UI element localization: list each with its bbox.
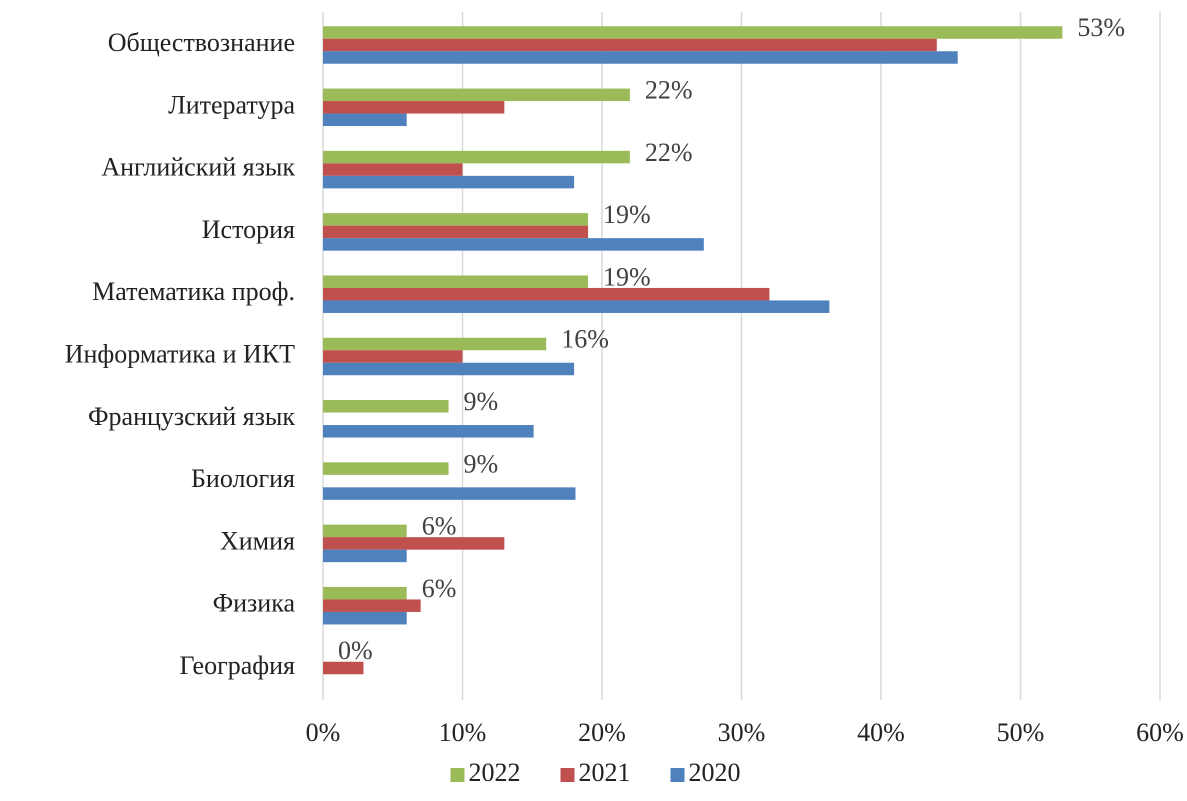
bar — [323, 287, 770, 301]
data-label: 0% — [338, 636, 373, 665]
legend-label: 2021 — [579, 758, 631, 787]
bar — [323, 425, 534, 438]
category-label: География — [179, 651, 295, 680]
x-tick-label: 0% — [306, 718, 341, 747]
bar — [323, 537, 505, 550]
category-label: История — [202, 215, 295, 244]
bar — [323, 487, 576, 500]
category-label: Математика проф. — [92, 277, 295, 306]
legend-swatch — [560, 768, 575, 782]
data-label: 22% — [645, 138, 693, 167]
legend-swatch — [450, 768, 465, 782]
bar — [323, 275, 589, 288]
bar — [323, 599, 421, 612]
bar — [323, 51, 958, 64]
bar — [323, 362, 575, 376]
bar — [323, 150, 630, 164]
x-tick-label: 20% — [578, 718, 626, 747]
bar — [323, 213, 589, 226]
category-label: Информатика и ИКТ — [65, 339, 295, 368]
x-tick-label: 30% — [718, 718, 766, 747]
data-label: 16% — [561, 325, 609, 354]
data-label: 9% — [464, 449, 499, 478]
category-label: Французский язык — [88, 402, 295, 431]
bar — [323, 462, 449, 475]
data-label: 53% — [1077, 13, 1125, 42]
category-label: Литература — [168, 90, 295, 119]
bar — [323, 101, 505, 114]
x-tick-label: 60% — [1136, 718, 1184, 747]
bar — [323, 163, 463, 176]
data-label: 6% — [422, 512, 457, 541]
category-label: Обществознание — [108, 28, 295, 57]
bar — [323, 524, 407, 538]
category-label: Физика — [213, 589, 296, 618]
bar — [323, 549, 407, 563]
bar — [323, 661, 364, 675]
bar — [323, 337, 547, 351]
legend-swatch — [670, 768, 685, 782]
bar — [323, 586, 407, 600]
data-label: 22% — [645, 76, 693, 105]
bar — [323, 611, 407, 625]
data-label: 19% — [603, 200, 651, 229]
bar — [323, 88, 630, 102]
x-tick-label: 50% — [997, 718, 1045, 747]
x-tick-label: 10% — [439, 718, 487, 747]
legend-label: 2020 — [689, 758, 741, 787]
category-label: Английский язык — [101, 153, 295, 182]
bar — [323, 238, 704, 251]
category-label: Химия — [220, 526, 295, 555]
bar — [323, 26, 1063, 39]
bar — [323, 300, 830, 313]
category-label: Биология — [191, 464, 295, 493]
bar — [323, 350, 463, 363]
bar — [323, 175, 575, 189]
data-label: 19% — [603, 262, 651, 291]
bar — [323, 113, 407, 127]
data-label: 6% — [422, 574, 457, 603]
legend-label: 2022 — [469, 758, 521, 787]
x-tick-label: 40% — [857, 718, 905, 747]
data-label: 9% — [464, 387, 499, 416]
bar — [323, 225, 589, 239]
bar — [323, 38, 937, 52]
bar — [323, 400, 449, 413]
